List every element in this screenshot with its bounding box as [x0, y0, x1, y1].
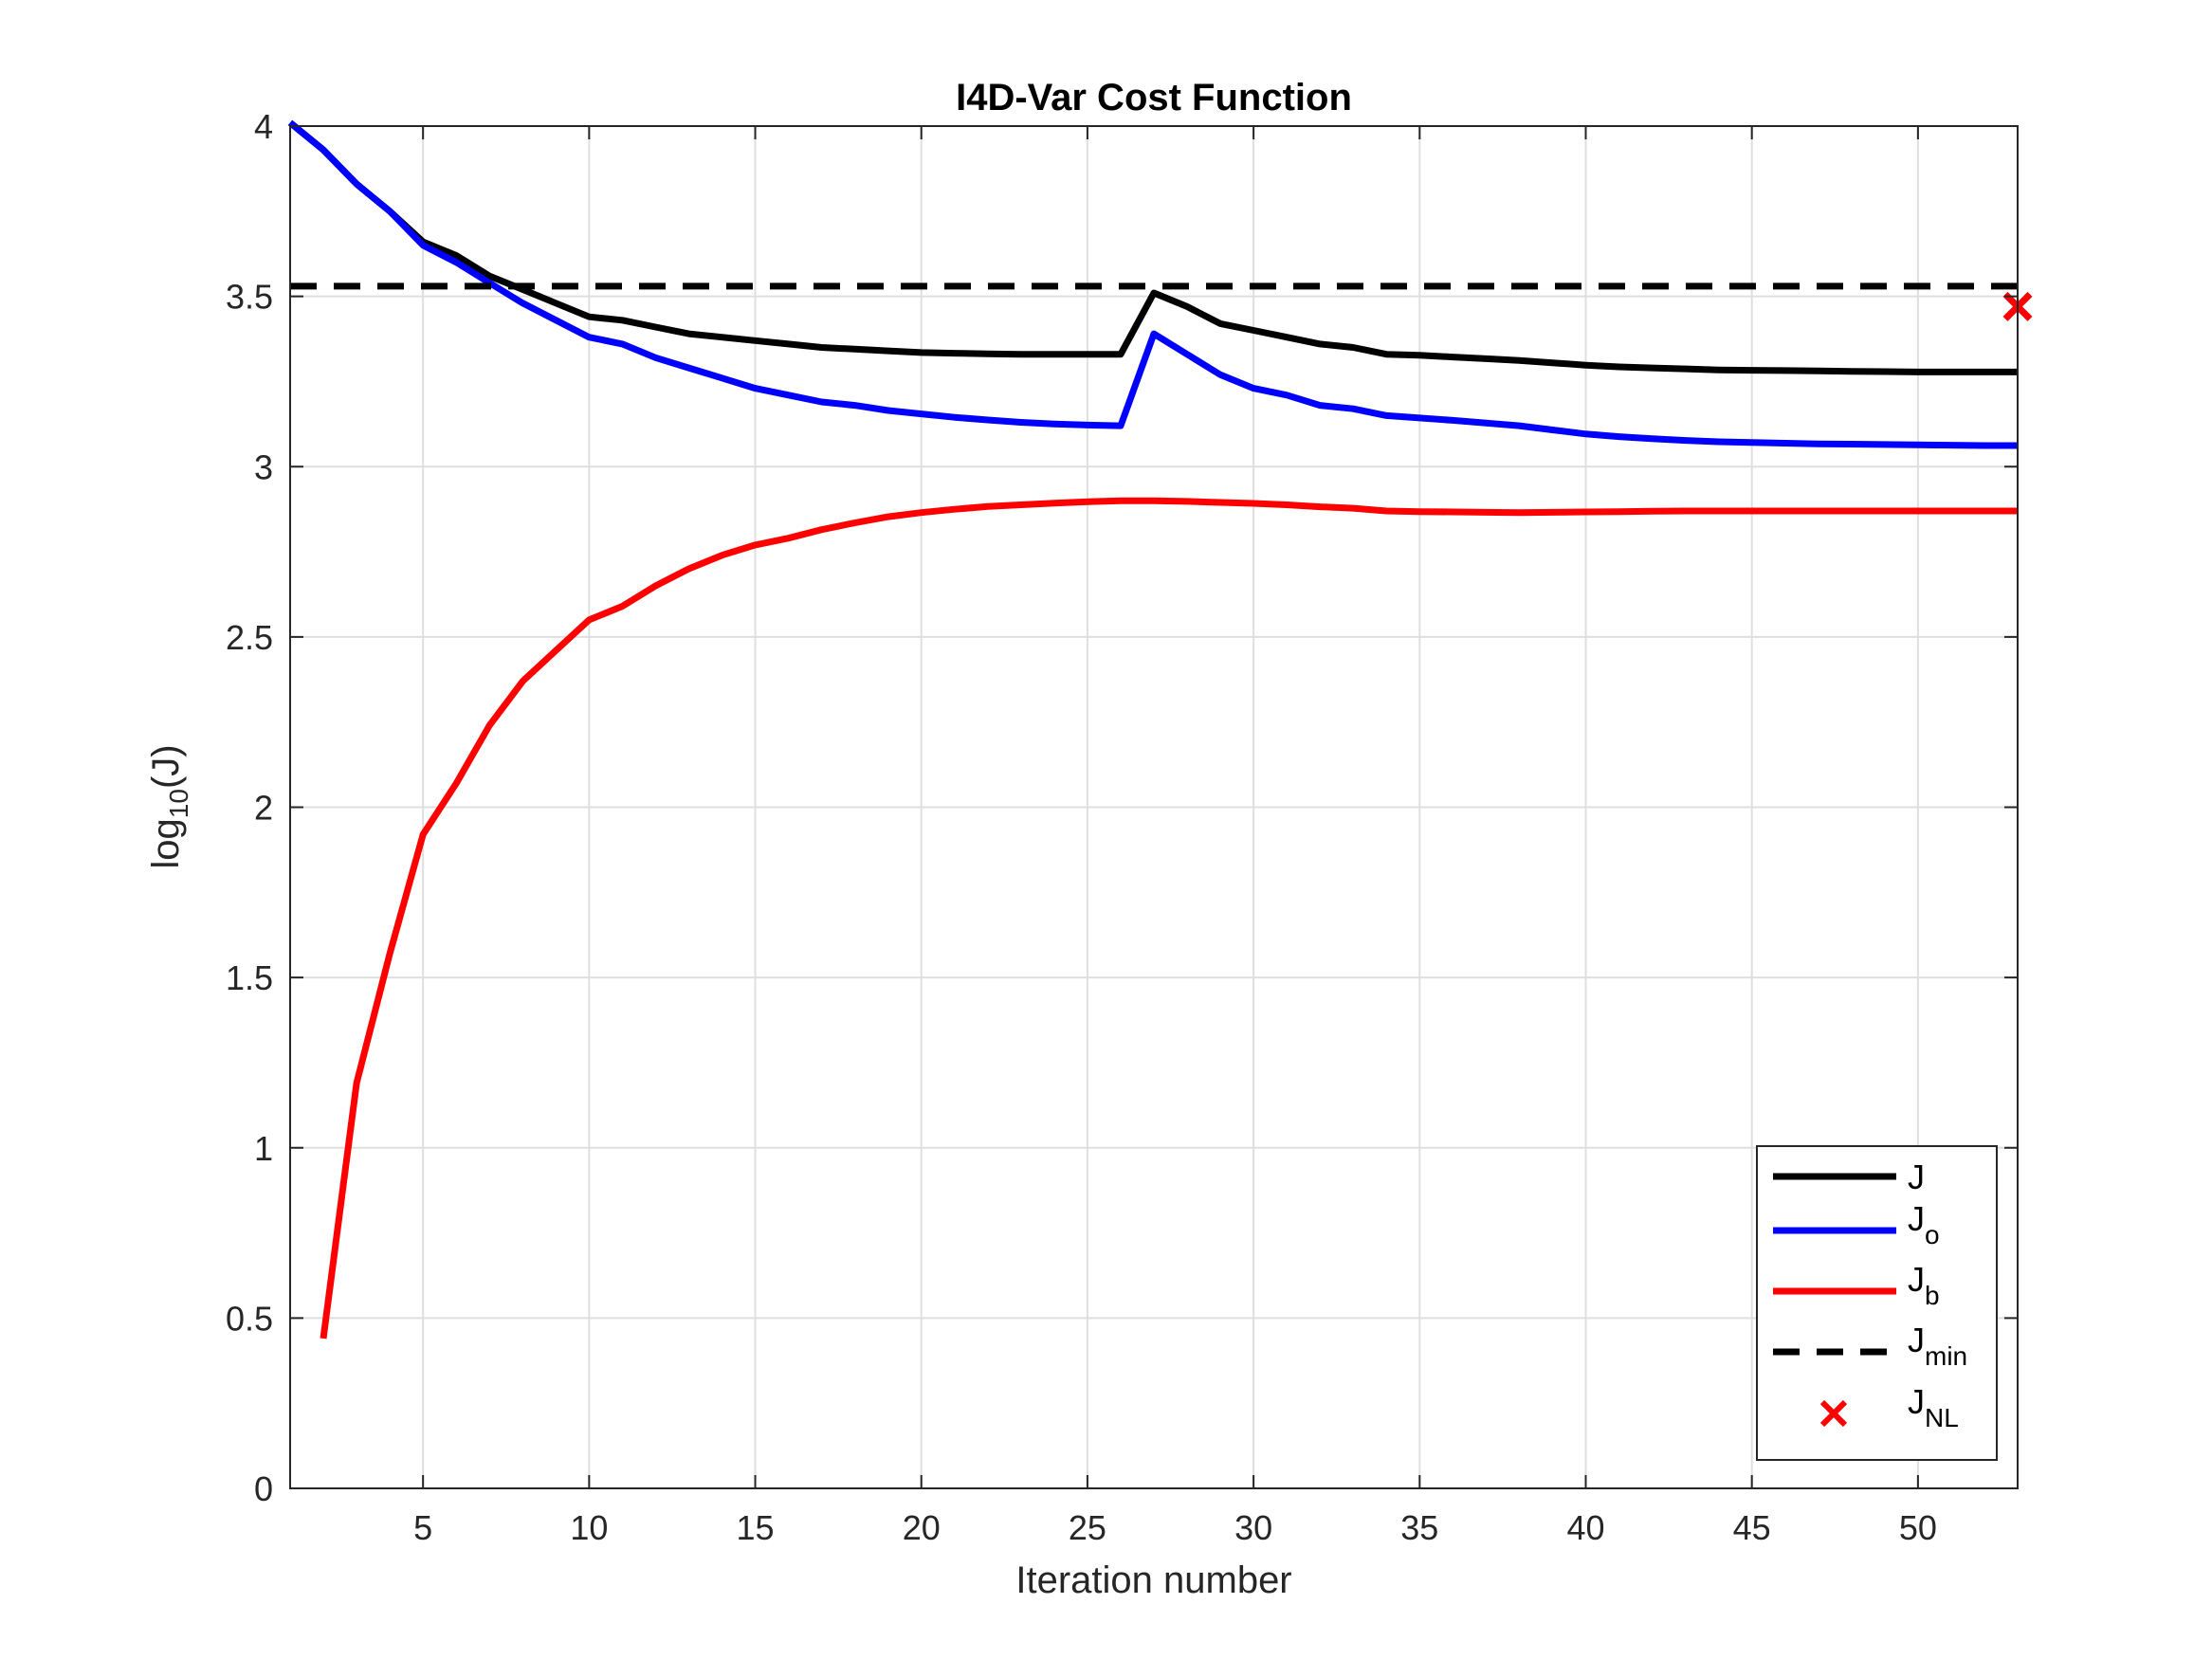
series-layer: [287, 119, 2033, 1340]
series-line-jb: [320, 497, 2018, 1340]
y-tick-label: 0.5: [226, 1299, 273, 1338]
legend-item-jb: Jb: [1773, 1260, 1940, 1310]
legend-label-jnl: JNL: [1908, 1382, 1959, 1432]
legend-marker-jnl: [1819, 1399, 1848, 1428]
x-tick-label: 20: [903, 1508, 941, 1547]
legend: J Jo Jb Jmin JN: [1756, 1145, 1998, 1461]
legend-box: [1756, 1145, 1998, 1461]
series-line-jo: [287, 119, 2018, 449]
series-line-j: [287, 119, 2018, 375]
legend-item-jo: Jo: [1773, 1199, 1940, 1249]
x-tick-label: 35: [1400, 1508, 1438, 1547]
y-tick-label: 0: [254, 1469, 273, 1508]
legend-label-jo: Jo: [1908, 1199, 1940, 1249]
legend-label-jb: Jb: [1908, 1260, 1940, 1310]
x-tick-label: 30: [1234, 1508, 1272, 1547]
legend-label-jmin: Jmin: [1908, 1321, 1967, 1371]
legend-item-jnl: JNL: [1819, 1382, 1959, 1432]
x-axis-label: Iteration number: [1015, 1559, 1291, 1601]
x-tick-label: 50: [1899, 1508, 1937, 1547]
x-tick-label: 10: [570, 1508, 608, 1547]
x-tick-label: 15: [737, 1508, 775, 1547]
legend-item-j: J: [1773, 1158, 1925, 1196]
y-tick-label: 1: [254, 1129, 273, 1168]
y-tick-label: 1.5: [226, 958, 273, 997]
x-tick-label: 5: [413, 1508, 432, 1547]
x-tick-label: 40: [1566, 1508, 1604, 1547]
y-axis-label: log10(J): [145, 744, 193, 868]
x-tick-label: 25: [1069, 1508, 1106, 1547]
legend-label-j: J: [1908, 1158, 1925, 1196]
chart-title: I4D-Var Cost Function: [956, 77, 1352, 118]
y-axis-label-subscript: 10: [164, 789, 193, 818]
x-tick-label: 45: [1733, 1508, 1771, 1547]
y-tick-label: 2.5: [226, 618, 273, 657]
y-tick-label: 4: [254, 107, 273, 146]
y-axis-label-base: log: [145, 818, 187, 868]
y-tick-label: 2: [254, 789, 273, 828]
y-tick-label: 3.5: [226, 278, 273, 317]
y-tick-label: 3: [254, 447, 273, 486]
axis-ticks: 5 10 15 20 25 30 35 40 45 50 0 0.5 1 1.5 2 2.5 3 3.5 4: [226, 107, 2018, 1547]
legend-item-jmin: Jmin: [1773, 1321, 1967, 1371]
y-axis-label-suffix: (J): [145, 744, 187, 789]
